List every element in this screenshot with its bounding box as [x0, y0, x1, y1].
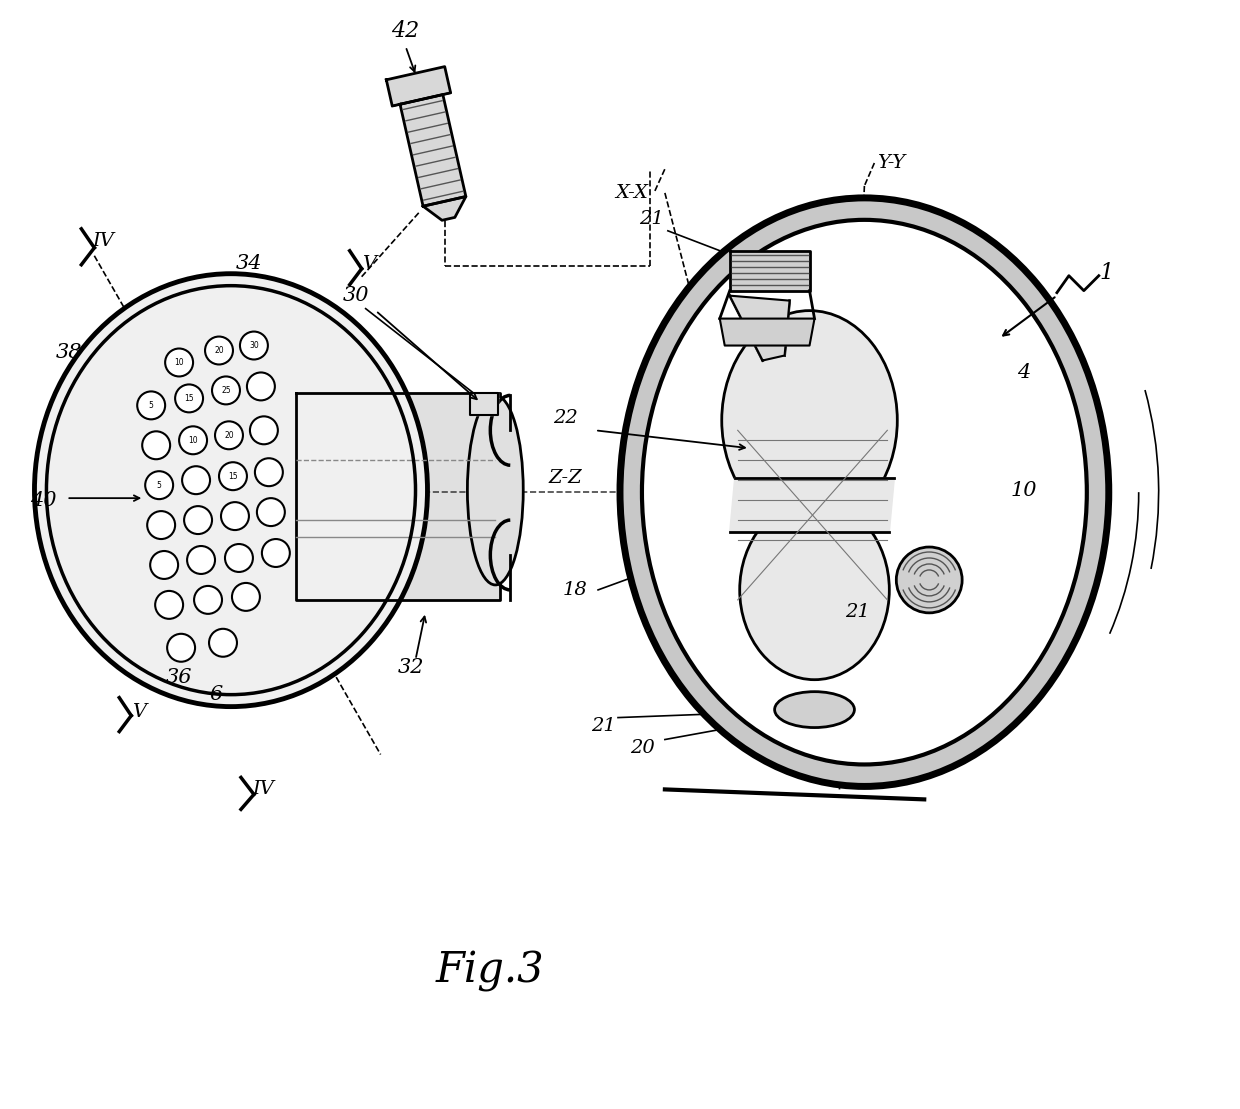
Circle shape [145, 471, 174, 499]
Text: IV: IV [252, 781, 274, 798]
Text: 38: 38 [56, 343, 83, 362]
Text: 20: 20 [224, 430, 234, 440]
Polygon shape [387, 67, 450, 106]
Circle shape [221, 502, 249, 530]
Text: 42: 42 [392, 20, 419, 42]
Text: 21: 21 [590, 716, 615, 734]
Text: 10: 10 [1011, 480, 1037, 500]
Circle shape [255, 458, 283, 486]
Circle shape [257, 498, 285, 526]
Text: 30: 30 [342, 286, 370, 305]
Circle shape [182, 466, 210, 495]
Circle shape [165, 348, 193, 376]
Polygon shape [729, 251, 810, 291]
Text: Fig.3: Fig.3 [436, 950, 544, 991]
Text: V: V [133, 703, 146, 721]
Text: V: V [362, 255, 376, 273]
Text: X-X: X-X [615, 184, 647, 202]
Ellipse shape [722, 311, 898, 530]
Text: 4: 4 [1017, 363, 1030, 381]
Polygon shape [729, 296, 790, 360]
Text: 36: 36 [166, 669, 192, 688]
Ellipse shape [740, 500, 889, 680]
Ellipse shape [35, 274, 428, 706]
Text: 30: 30 [249, 342, 259, 350]
Circle shape [232, 583, 260, 611]
Circle shape [215, 421, 243, 449]
Text: 32: 32 [397, 659, 424, 678]
Circle shape [184, 506, 212, 535]
Polygon shape [296, 394, 500, 600]
Text: IV: IV [92, 232, 114, 250]
Polygon shape [470, 394, 498, 416]
Circle shape [148, 511, 175, 539]
Ellipse shape [642, 220, 1086, 764]
Circle shape [187, 546, 215, 574]
Circle shape [247, 373, 275, 400]
Text: 15: 15 [228, 471, 238, 480]
Circle shape [155, 591, 184, 619]
Circle shape [897, 547, 962, 613]
Polygon shape [423, 196, 466, 221]
Circle shape [138, 391, 165, 419]
Text: 40: 40 [30, 490, 56, 510]
Text: 34: 34 [236, 254, 262, 273]
Polygon shape [729, 478, 894, 532]
Text: 5: 5 [149, 400, 154, 410]
Circle shape [195, 586, 222, 614]
Circle shape [210, 629, 237, 657]
Text: 22: 22 [553, 409, 578, 427]
Polygon shape [719, 318, 815, 346]
Circle shape [150, 551, 179, 579]
Ellipse shape [467, 396, 523, 584]
Text: 18: 18 [563, 581, 588, 599]
Text: 5: 5 [156, 480, 161, 490]
Circle shape [205, 336, 233, 365]
Text: 25: 25 [221, 386, 231, 395]
Text: 21: 21 [844, 603, 869, 621]
Circle shape [167, 634, 195, 662]
Text: Y-Y: Y-Y [878, 154, 905, 172]
Text: 1: 1 [1100, 262, 1114, 284]
Circle shape [179, 426, 207, 455]
Text: 15: 15 [185, 394, 193, 403]
Circle shape [262, 539, 290, 567]
Text: Z-Z: Z-Z [548, 469, 582, 487]
Polygon shape [401, 94, 466, 206]
Circle shape [219, 462, 247, 490]
Text: 20: 20 [631, 739, 655, 756]
Text: 6: 6 [210, 685, 223, 704]
Circle shape [212, 376, 241, 405]
Text: 20: 20 [215, 346, 223, 355]
Circle shape [224, 545, 253, 572]
Circle shape [241, 332, 268, 359]
Text: 10: 10 [175, 358, 184, 367]
Text: 21: 21 [640, 210, 665, 227]
Ellipse shape [620, 197, 1109, 786]
Circle shape [143, 431, 170, 459]
Circle shape [175, 385, 203, 413]
Ellipse shape [775, 692, 854, 728]
Circle shape [250, 416, 278, 445]
Text: 10: 10 [188, 436, 198, 445]
